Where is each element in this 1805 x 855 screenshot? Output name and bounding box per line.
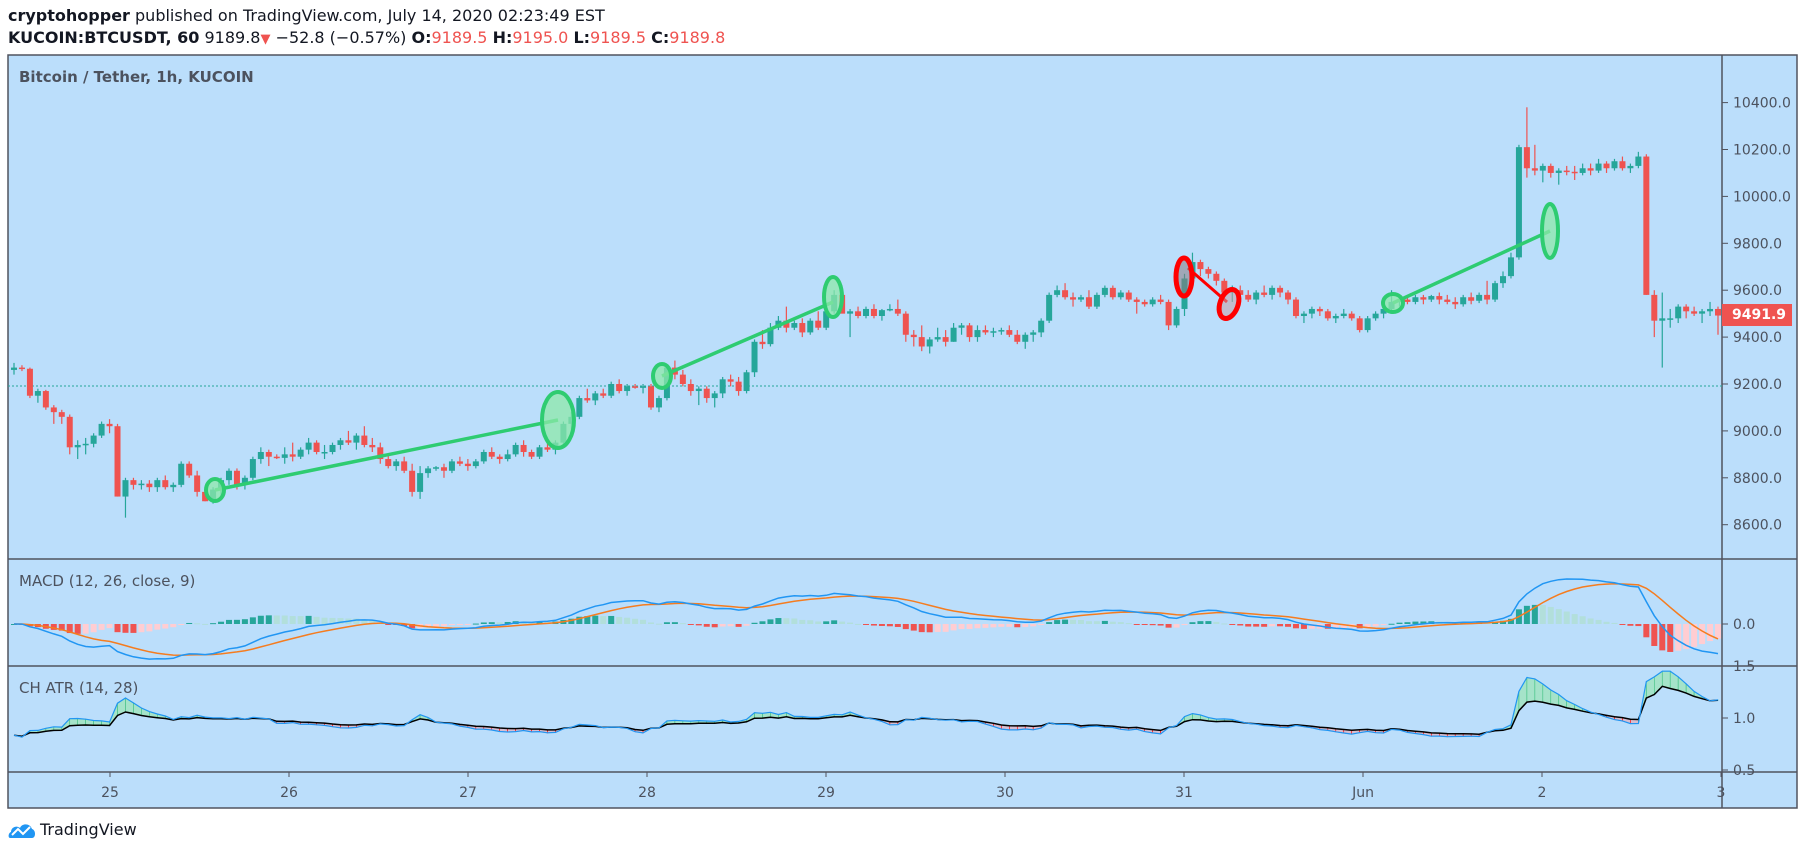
last-price: 9189.8 [204,28,261,47]
main-pane-title: Bitcoin / Tether, 1h, KUCOIN [19,68,254,86]
green-ellipse-3[interactable] [651,362,673,390]
candlestick-series [11,107,1721,518]
atr-tick-label: 1.0 [1733,711,1755,727]
open-value: 9189.5 [431,28,488,47]
price-change: −52.8 (−0.57%) [275,28,407,47]
high-value: 9195.0 [512,28,569,47]
green-ellipse-5[interactable] [1381,292,1405,314]
chart-frame [7,54,1798,809]
price-tick-label: 9000.0 [1733,424,1782,440]
price-tick-label: 8800.0 [1733,471,1782,487]
macd-axis[interactable]: 0.0 [1722,617,1755,633]
publish-info: cryptohopper published on TradingView.co… [8,6,605,25]
green-ellipse-6[interactable] [1540,202,1560,260]
time-tick-label: Jun [1351,785,1374,801]
symbol-label: KUCOIN:BTCUSDT, 60 [8,28,200,47]
time-tick-label: 28 [638,785,656,801]
low-value: 9189.5 [590,28,647,47]
macd-tick-label: 0.0 [1733,617,1755,633]
macd-pane-title: MACD (12, 26, close, 9) [19,572,196,590]
atr-tick-label: 0.5 [1733,763,1755,779]
open-label: O: [411,28,432,47]
time-tick-label: 3 [1717,785,1726,801]
low-label: L: [573,28,591,47]
atr-fast-line [13,670,1719,738]
price-tick-label: 9200.0 [1733,377,1782,393]
atr-tick-label: 1.5 [1733,659,1755,675]
time-tick-label: 25 [101,785,119,801]
time-tick-label: 2 [1538,785,1547,801]
price-tick-label: 9400.0 [1733,330,1782,346]
time-tick-label: 29 [817,785,835,801]
macd-line [13,578,1719,660]
time-tick-label: 26 [280,785,298,801]
close-label: C: [651,28,670,47]
atr-axis[interactable]: 0.5 1.0 1.5 [1722,659,1755,779]
red-ellipse-2[interactable] [1215,287,1242,321]
trend-line-2[interactable] [661,300,834,378]
down-arrow-icon: ▼ [260,32,271,47]
green-ellipse-4[interactable] [822,275,844,319]
time-axis[interactable]: 25 26 27 28 29 30 31 Jun 2 3 [101,772,1725,801]
tradingview-cloud-icon [8,823,35,838]
price-tick-label: 10000.0 [1733,189,1791,205]
price-tick-label: 10400.0 [1733,96,1791,112]
red-ellipse-1[interactable] [1173,255,1195,299]
tradingview-logo[interactable]: TradingView [8,820,137,839]
symbol-ohlc-line: KUCOIN:BTCUSDT, 60 9189.8▼ −52.8 (−0.57%… [8,28,725,47]
atr-pane-title: CH ATR (14, 28) [19,679,139,697]
close-value: 9189.8 [669,28,726,47]
price-tick-label: 9600.0 [1733,283,1782,299]
price-tick-label: 9800.0 [1733,236,1782,252]
price-tick-label: 10200.0 [1733,143,1791,159]
trend-line-1[interactable] [214,418,559,492]
time-tick-label: 27 [459,785,477,801]
author-name[interactable]: cryptohopper [8,6,130,25]
price-axis[interactable]: 8600.0 8800.0 9000.0 9200.0 9400.0 9600.0 9800… [1722,96,1791,534]
tradingview-logo-text: TradingView [40,820,137,839]
green-ellipse-1[interactable] [204,477,226,503]
time-tick-label: 30 [996,785,1014,801]
current-price-tag: 9491.9 [1722,304,1792,326]
time-tick-label: 31 [1175,785,1193,801]
trend-annotations[interactable] [204,202,1560,503]
green-ellipse-2[interactable] [540,390,576,450]
high-label: H: [492,28,513,47]
trend-line-4[interactable] [1392,229,1551,305]
price-tick-label: 8600.0 [1733,518,1782,534]
published-text: published on TradingView.com, July 14, 2… [129,6,605,25]
